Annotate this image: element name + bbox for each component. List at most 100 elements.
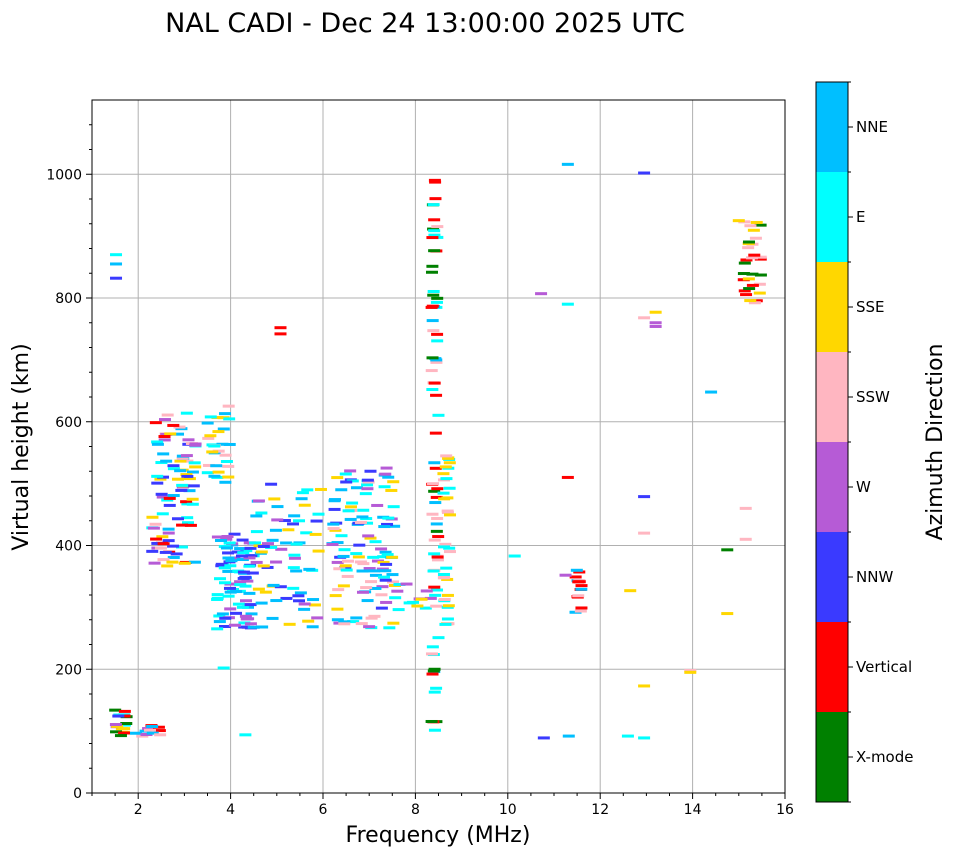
- echo-mark: [739, 537, 752, 541]
- echo-mark: [292, 594, 305, 598]
- echo-mark: [250, 514, 263, 518]
- echo-mark: [243, 591, 256, 595]
- echo-mark: [439, 465, 452, 469]
- echo-mark: [239, 614, 252, 618]
- echo-mark: [146, 549, 159, 553]
- echo-mark: [152, 725, 165, 729]
- echo-mark: [575, 606, 588, 610]
- echo-mark: [327, 527, 340, 531]
- echo-mark: [378, 575, 391, 579]
- echo-mark: [338, 548, 351, 552]
- echo-mark: [110, 730, 123, 734]
- echo-mark: [339, 472, 352, 476]
- echo-mark: [439, 542, 452, 546]
- echo-mark: [357, 508, 370, 512]
- echo-mark: [118, 714, 131, 718]
- echo-mark: [431, 516, 444, 520]
- data-marks: [109, 162, 767, 740]
- echo-mark: [331, 541, 344, 545]
- echo-mark: [245, 612, 258, 616]
- echo-mark: [378, 485, 391, 489]
- echo-mark: [222, 551, 235, 555]
- echo-mark: [377, 560, 390, 564]
- echo-mark: [211, 627, 224, 631]
- echo-mark: [430, 529, 443, 533]
- echo-mark: [357, 562, 370, 566]
- echo-mark: [419, 606, 432, 610]
- echo-mark: [400, 582, 413, 586]
- echo-mark: [218, 566, 231, 570]
- echo-mark: [748, 253, 761, 257]
- echo-mark: [440, 477, 453, 481]
- echo-mark: [301, 488, 314, 492]
- echo-mark: [217, 427, 230, 431]
- echo-mark: [429, 197, 442, 201]
- echo-mark: [441, 593, 454, 597]
- echo-mark: [201, 421, 214, 425]
- echo-mark: [407, 600, 420, 604]
- echo-mark: [649, 310, 662, 314]
- echo-mark: [431, 296, 444, 300]
- echo-mark: [573, 580, 586, 584]
- colorbar-frame: [815, 81, 849, 803]
- echo-mark: [361, 478, 374, 482]
- echo-mark: [427, 293, 440, 297]
- echo-mark: [335, 534, 348, 538]
- echo-mark: [219, 616, 232, 620]
- echo-mark: [181, 459, 194, 463]
- echo-mark: [163, 496, 176, 500]
- echo-mark: [743, 287, 756, 291]
- echo-mark: [221, 535, 234, 539]
- echo-mark: [684, 668, 697, 672]
- echo-mark: [257, 564, 270, 568]
- echo-mark: [747, 228, 760, 232]
- echo-mark: [298, 607, 311, 611]
- echo-mark: [234, 583, 247, 587]
- echo-mark: [295, 497, 308, 501]
- echo-mark: [252, 587, 265, 591]
- echo-mark: [220, 460, 233, 464]
- echo-mark: [150, 537, 163, 541]
- echo-mark: [261, 565, 274, 569]
- echo-mark: [429, 466, 442, 470]
- echo-mark: [393, 582, 406, 586]
- echo-mark: [151, 474, 164, 478]
- echo-mark: [754, 273, 767, 277]
- echo-mark: [428, 178, 441, 182]
- echo-mark: [160, 459, 173, 463]
- echo-mark: [431, 558, 444, 562]
- echo-mark: [211, 416, 224, 420]
- echo-mark: [427, 227, 440, 231]
- echo-mark: [559, 573, 572, 577]
- echo-mark: [250, 530, 263, 534]
- echo-mark: [158, 435, 171, 439]
- echo-mark: [375, 547, 388, 551]
- echo-mark: [180, 473, 193, 477]
- echo-mark: [429, 431, 442, 435]
- echo-mark: [290, 569, 303, 573]
- echo-mark: [280, 541, 293, 545]
- echo-mark: [364, 469, 377, 473]
- echo-mark: [181, 474, 194, 478]
- echo-mark: [118, 723, 131, 727]
- echo-mark: [157, 452, 170, 456]
- echo-mark: [338, 622, 351, 626]
- echo-mark: [344, 469, 357, 473]
- echo-mark: [742, 240, 755, 244]
- echo-mark: [244, 622, 257, 626]
- y-axis-title: Virtual height (km): [9, 343, 34, 550]
- echo-mark: [432, 636, 445, 640]
- colorbar-segment: [816, 622, 848, 712]
- echo-mark: [270, 599, 283, 603]
- echo-mark: [742, 246, 755, 250]
- echo-mark: [369, 586, 382, 590]
- echo-mark: [339, 564, 352, 568]
- echo-mark: [369, 573, 382, 577]
- echo-mark: [737, 272, 750, 276]
- echo-mark: [367, 555, 380, 559]
- echo-mark: [244, 546, 257, 550]
- colorbar-label: NNE: [856, 118, 888, 136]
- echo-mark: [430, 300, 443, 304]
- echo-mark: [189, 465, 202, 469]
